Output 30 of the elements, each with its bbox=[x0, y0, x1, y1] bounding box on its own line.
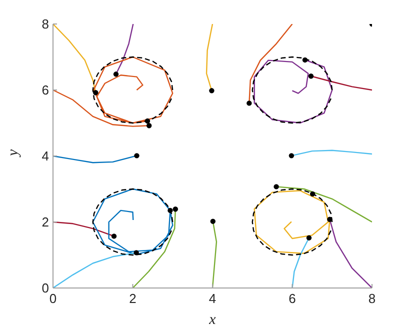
x-tick-label: 6 bbox=[288, 291, 296, 306]
y-tick-label: 2 bbox=[42, 214, 49, 230]
y-tick-label: 8 bbox=[42, 16, 49, 32]
point bbox=[308, 74, 314, 79]
point bbox=[327, 216, 332, 222]
point bbox=[172, 206, 178, 212]
point bbox=[210, 218, 216, 224]
point bbox=[144, 118, 150, 124]
point bbox=[93, 90, 98, 96]
x-tick-label: 2 bbox=[129, 291, 136, 306]
x-tick-label: 4 bbox=[208, 291, 216, 306]
y-tick-label: 4 bbox=[42, 148, 49, 164]
point bbox=[134, 153, 140, 158]
point bbox=[146, 123, 152, 128]
point bbox=[168, 208, 173, 214]
x-tick-label: 8 bbox=[368, 291, 376, 306]
point bbox=[310, 191, 316, 197]
point bbox=[111, 234, 117, 239]
x-axis-title: x bbox=[208, 312, 216, 328]
point bbox=[134, 250, 139, 256]
y-tick-label: 0 bbox=[42, 280, 49, 296]
point bbox=[113, 72, 119, 77]
y-tick-label: 6 bbox=[42, 82, 49, 98]
y-axis-title: y bbox=[5, 149, 22, 158]
point bbox=[306, 235, 312, 240]
point bbox=[288, 153, 294, 158]
point bbox=[209, 88, 214, 94]
point bbox=[274, 184, 279, 190]
point bbox=[246, 100, 252, 106]
point bbox=[302, 57, 308, 63]
